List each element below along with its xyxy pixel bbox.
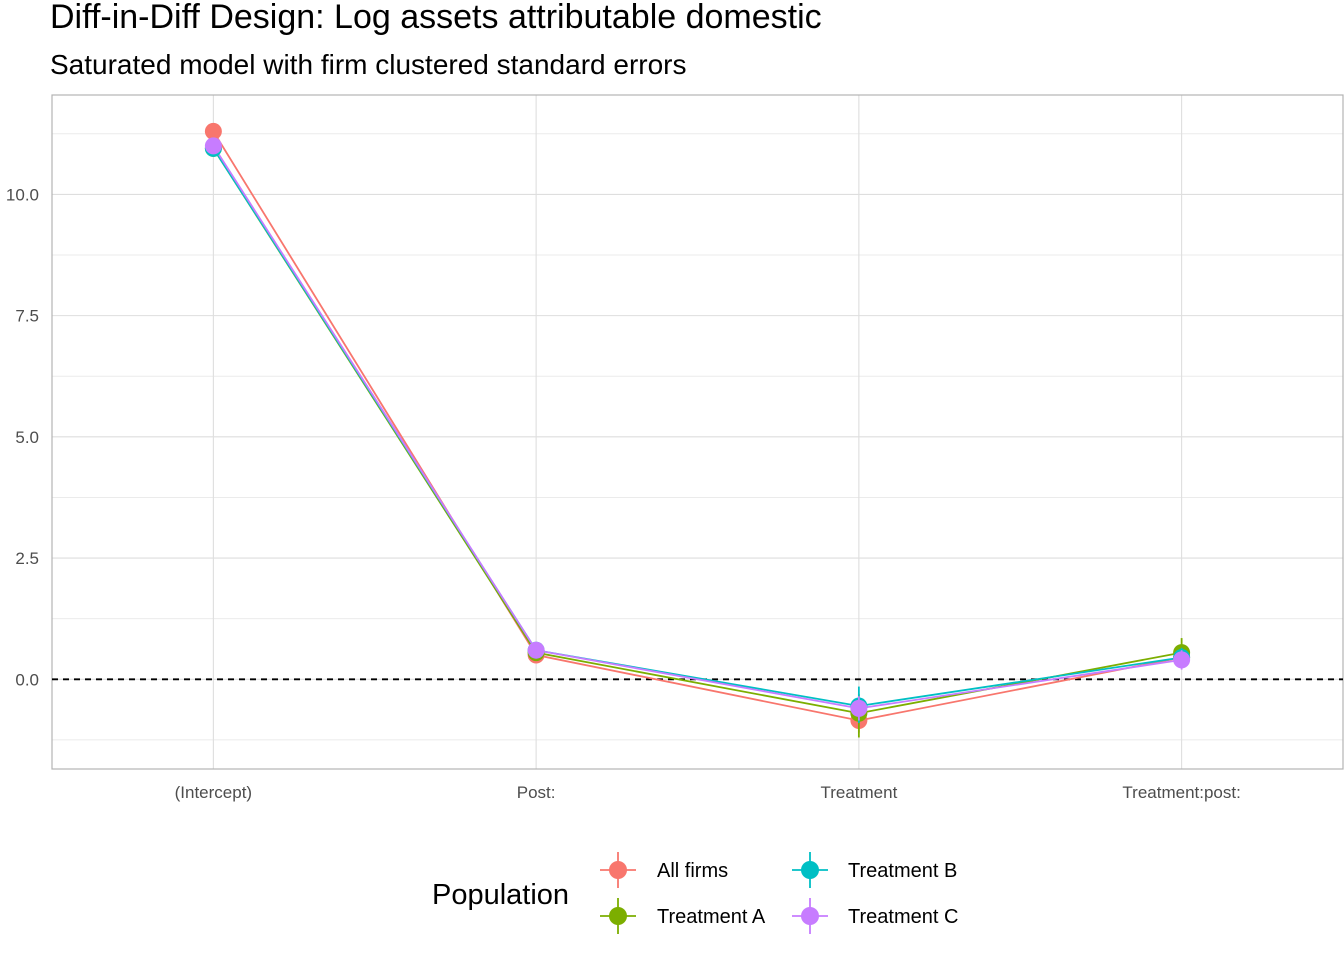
y-tick-label: 10.0 xyxy=(6,185,39,204)
x-tick-label: Post: xyxy=(517,783,556,802)
legend: Population All firms Treatment A Treatment… xyxy=(432,852,958,934)
panel-border xyxy=(51,94,1344,770)
x-tick-label: (Intercept) xyxy=(175,783,252,802)
data-point xyxy=(204,122,222,140)
y-tick-label: 2.5 xyxy=(15,549,39,568)
series-line xyxy=(212,147,1182,707)
x-tick-label: Treatment xyxy=(820,783,897,802)
legend-label: Treatment B xyxy=(848,860,957,882)
legend-label: Treatment C xyxy=(848,906,958,928)
data-point xyxy=(1173,651,1191,669)
legend-title: Population xyxy=(432,879,569,911)
plot-area: 0.0 2.5 5.0 7.5 10.0 (Intercept) Post: Treatmen… xyxy=(6,94,1344,802)
legend-key-point xyxy=(801,907,819,925)
y-tick-label: 0.0 xyxy=(15,670,39,689)
legend-key-point xyxy=(801,861,819,879)
series-line xyxy=(212,145,1182,710)
data-point xyxy=(850,699,868,717)
series-line xyxy=(212,130,1182,722)
legend-label: All firms xyxy=(657,860,728,882)
series-line xyxy=(212,147,1182,715)
data-point xyxy=(527,641,545,659)
legend-label: Treatment A xyxy=(657,906,766,928)
x-tick-label: Treatment:post: xyxy=(1122,783,1240,802)
chart-title: Diff-in-Diff Design: Log assets attribut… xyxy=(50,0,822,36)
y-tick-label: 5.0 xyxy=(15,428,39,447)
chart-subtitle: Saturated model with firm clustered stan… xyxy=(50,49,687,80)
legend-key-point xyxy=(609,861,627,879)
legend-key-point xyxy=(609,907,627,925)
y-tick-label: 7.5 xyxy=(15,307,39,326)
data-point xyxy=(204,137,222,155)
